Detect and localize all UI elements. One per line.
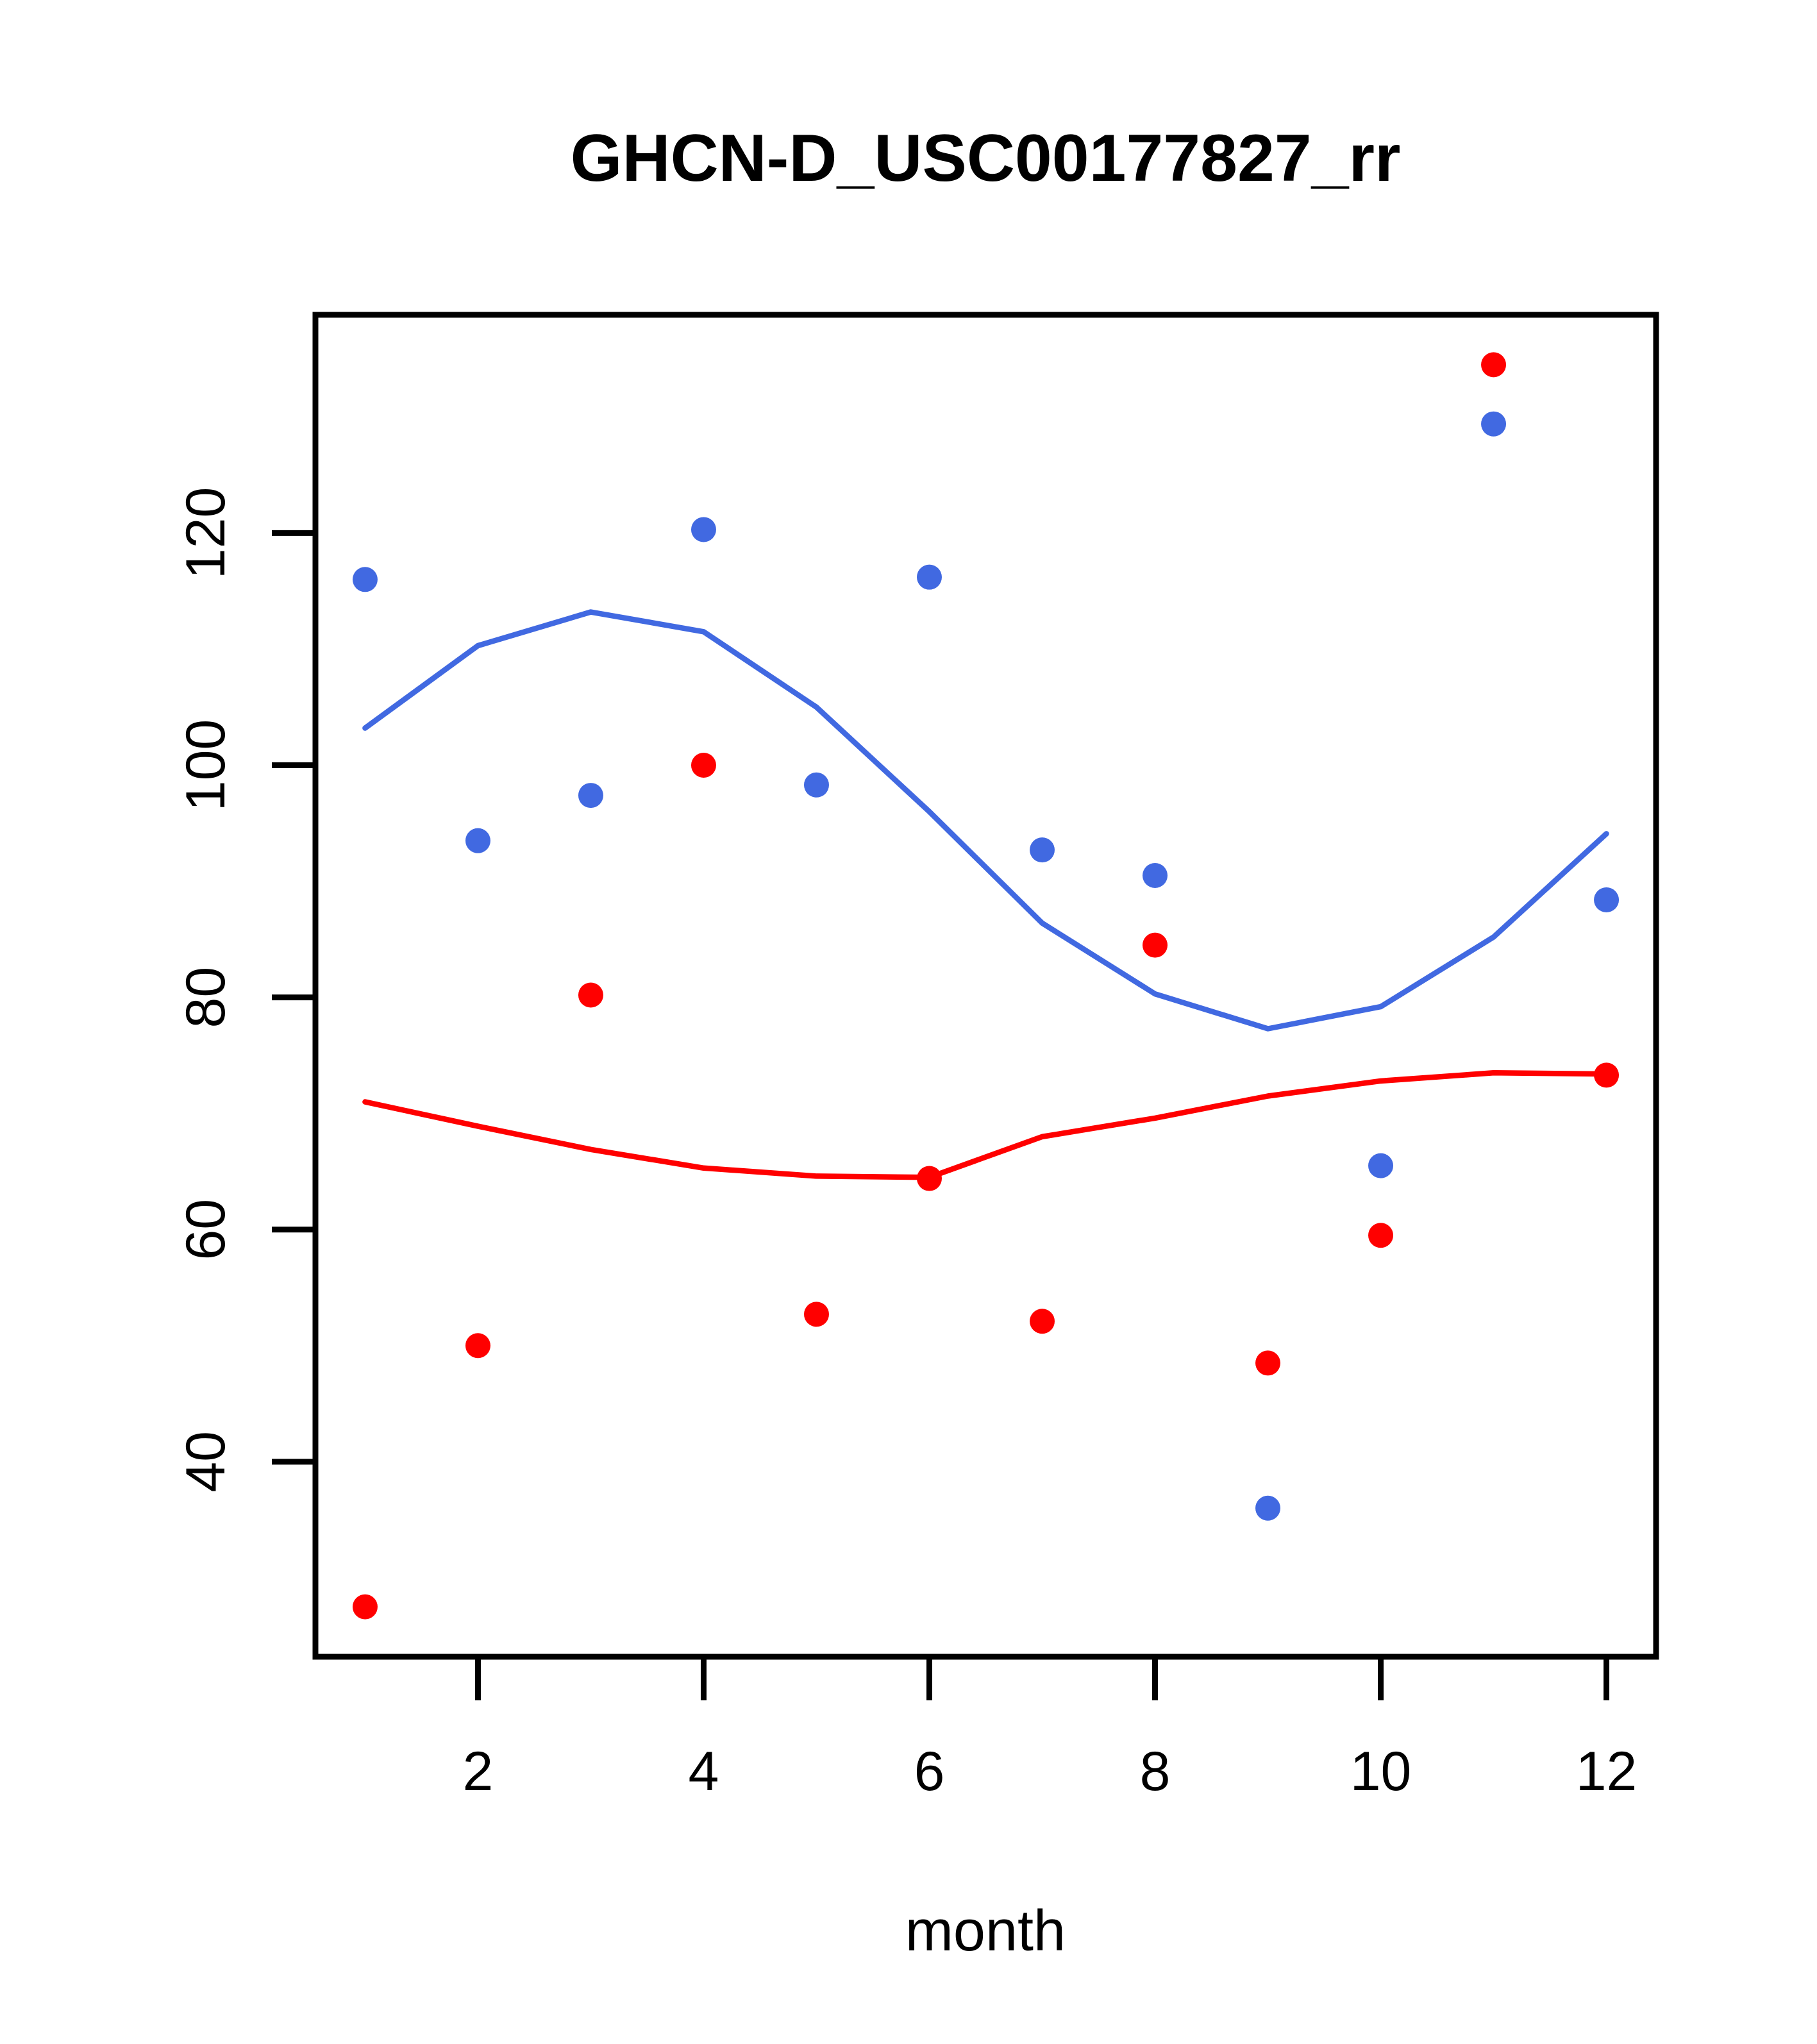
blue-lowess-curve [362, 609, 1609, 1032]
red-point [916, 1166, 942, 1191]
red-point [352, 1594, 378, 1620]
red-point [465, 1333, 490, 1359]
red-point [1143, 932, 1168, 958]
blue-point [916, 564, 942, 590]
red-point [803, 1302, 829, 1327]
y-tick-label: 80 [175, 967, 237, 1028]
blue-point [1481, 411, 1507, 437]
data-points [352, 352, 1620, 1620]
blue-point [1255, 1495, 1281, 1521]
x-tick-label: 6 [914, 1741, 945, 1802]
red-point [578, 982, 603, 1008]
x-tick-label: 12 [1576, 1741, 1637, 1802]
blue-point [1143, 862, 1168, 888]
x-tick-label: 2 [463, 1741, 494, 1802]
blue-point [691, 517, 716, 542]
blue-point [803, 772, 829, 798]
x-tick-label: 4 [689, 1741, 719, 1802]
x-axis-ticks: 2 4 6 8 10 12 [463, 1657, 1637, 1802]
x-tick-label: 8 [1140, 1741, 1171, 1802]
plot-box [312, 312, 1659, 1660]
x-tick-label: 10 [1350, 1741, 1412, 1802]
x-axis-label: month [905, 1899, 1066, 1963]
y-axis-ticks: 40 60 80 100 120 [175, 487, 315, 1493]
page-title: GHCN-D_USC00177827_rr [571, 121, 1401, 196]
y-tick-label: 40 [175, 1431, 237, 1493]
red-point [1594, 1062, 1620, 1088]
y-tick-label: 120 [175, 487, 237, 580]
red-point [1030, 1309, 1055, 1334]
red-lowess-curve [362, 1070, 1609, 1180]
red-point [691, 752, 716, 778]
y-tick-label: 100 [175, 719, 237, 812]
blue-point [465, 828, 490, 853]
blue-point [578, 783, 603, 808]
blue-point [1030, 837, 1055, 863]
lowess-lines [362, 609, 1609, 1180]
blue-point [1594, 887, 1620, 913]
blue-point [352, 567, 378, 592]
blue-point [1368, 1153, 1394, 1178]
y-tick-label: 60 [175, 1199, 237, 1261]
red-point [1481, 352, 1507, 378]
red-point [1255, 1350, 1281, 1376]
red-point [1368, 1223, 1394, 1248]
